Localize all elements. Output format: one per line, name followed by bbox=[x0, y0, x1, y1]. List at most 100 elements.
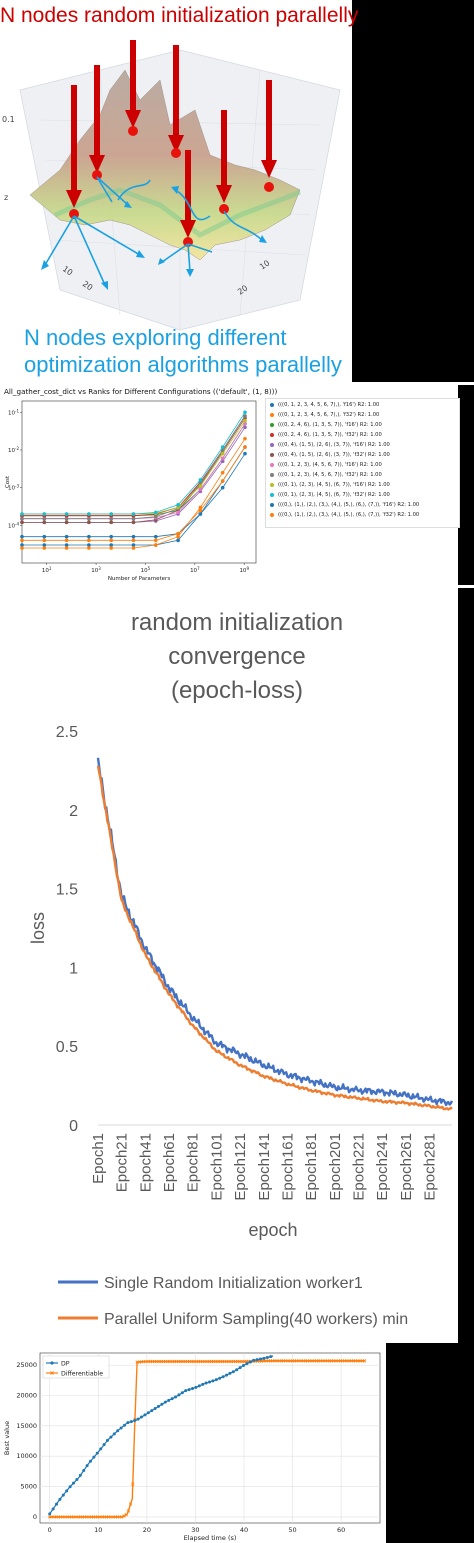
cost-point bbox=[220, 479, 225, 483]
cost-point bbox=[220, 456, 225, 461]
best-dp-point bbox=[191, 1387, 195, 1391]
cost-legend-marker bbox=[270, 422, 274, 427]
cost-legend-label: (((0, 2, 4, 6), (1, 3, 5, 7)), 'f32') R2… bbox=[278, 432, 382, 438]
cost-legend-entry: (((0, 1, 2, 3, 4, 5, 6, 7),), 'f16') R2:… bbox=[270, 402, 379, 408]
cost-point bbox=[176, 531, 180, 536]
best-dp-point bbox=[242, 1363, 246, 1367]
cost-point bbox=[42, 543, 47, 547]
cost-point bbox=[109, 546, 113, 550]
loss-ytick-label: 2.5 bbox=[56, 724, 78, 741]
cost-point bbox=[87, 546, 91, 550]
best-legend-label: Differentiable bbox=[61, 1370, 103, 1377]
cost-legend-label: (((0, 1, 2, 3), (4, 5, 6, 7)), 'f16') R2… bbox=[278, 462, 382, 468]
cost-legend-marker bbox=[270, 412, 274, 417]
best-legend-label: DP bbox=[61, 1360, 70, 1367]
black-bar-top bbox=[352, 0, 474, 382]
best-diff-point bbox=[131, 1482, 135, 1486]
best-dp-point bbox=[211, 1379, 215, 1383]
cost-point bbox=[220, 448, 225, 452]
cost-point bbox=[64, 543, 69, 547]
best-dp-point bbox=[140, 1415, 144, 1419]
best-dp-point bbox=[106, 1438, 110, 1442]
best-dp-point bbox=[163, 1400, 167, 1404]
loss-xtick-label: Epoch221 bbox=[350, 1133, 367, 1201]
black-bar-mid bbox=[458, 385, 474, 585]
cost-point bbox=[131, 543, 136, 547]
best-dp-point bbox=[119, 1426, 123, 1430]
best-ytick-label: 25000 bbox=[16, 1361, 37, 1369]
cost-point bbox=[153, 543, 158, 547]
landscape-subtitle-line1: N nodes exploring different optimization… bbox=[24, 325, 342, 377]
cost-point bbox=[153, 514, 158, 519]
best-xtick-label: 40 bbox=[240, 1526, 248, 1534]
loss-xtick-label: Epoch21 bbox=[114, 1133, 131, 1192]
cost-legend-label: (((0,), (1,), (2,), (3,), (4,), (5,), (6… bbox=[278, 512, 420, 518]
best-xtick-label: 50 bbox=[288, 1526, 296, 1534]
best-xtick-label: 20 bbox=[143, 1526, 151, 1534]
best-xtick-label: 30 bbox=[191, 1526, 199, 1534]
cost-legend-entry: (((0, 1), (2, 3), (4, 5), (6, 7)), 'f16'… bbox=[270, 482, 390, 488]
best-dp-point bbox=[95, 1451, 99, 1455]
best-ytick-label: 10000 bbox=[16, 1452, 37, 1460]
best-dp-point bbox=[265, 1355, 269, 1359]
cost-point bbox=[220, 459, 225, 464]
best-ytick-label: 5000 bbox=[20, 1483, 37, 1491]
best-dp-point bbox=[167, 1398, 171, 1402]
best-dp-point bbox=[208, 1380, 212, 1384]
black-bar-bottom bbox=[386, 1343, 474, 1543]
best-dp-point bbox=[109, 1435, 113, 1439]
cost-point bbox=[64, 520, 69, 525]
best-dp-point bbox=[123, 1423, 127, 1427]
best-diff-point bbox=[122, 1514, 126, 1518]
best-xtick-label: 60 bbox=[337, 1526, 345, 1534]
cost-point bbox=[176, 538, 180, 543]
cost-legend-entry: (((0, 1), (2, 3), (4, 5), (6, 7)), 'f32'… bbox=[270, 492, 390, 498]
loss-xtick-label: Epoch141 bbox=[256, 1133, 273, 1201]
cost-legend-label: (((0, 1), (2, 3), (4, 5), (6, 7)), 'f32'… bbox=[278, 492, 390, 498]
cost-point bbox=[220, 485, 225, 490]
cost-point bbox=[243, 436, 247, 441]
cost-legend-label: (((0, 1, 2, 3), (4, 5, 6, 7)), 'f32') R2… bbox=[278, 472, 382, 478]
cost-point bbox=[176, 505, 180, 510]
best-legend-dot bbox=[50, 1361, 54, 1365]
cost-legend-marker bbox=[270, 492, 274, 497]
loss-xtick-label: Epoch41 bbox=[137, 1133, 154, 1192]
cost-point bbox=[198, 478, 203, 482]
cost-point bbox=[87, 516, 91, 521]
best-dp-point bbox=[143, 1413, 147, 1417]
cost-point bbox=[198, 508, 203, 513]
cost-xtick-label: 109 bbox=[239, 566, 249, 574]
loss-chart-panel: random initialization convergence (epoch… bbox=[0, 588, 474, 1343]
cost-xtick-label: 105 bbox=[141, 566, 151, 574]
loss-chart-svg: 0 0.5 1 1.5 2 2.5 Epoch1 Epoch21 Epoch41 Epoch61 E… bbox=[28, 724, 454, 1328]
cost-chart-svg: 101 103 105 107 109 10-4 10-3 10-2 10-1 Number of… bbox=[5, 400, 257, 582]
loss-legend-label: Parallel Uniform Sampling(40 workers) mi… bbox=[104, 1311, 408, 1328]
cost-xlabel: Number of Parameters bbox=[108, 576, 171, 582]
best-dp-point bbox=[197, 1384, 201, 1388]
cost-legend-marker bbox=[270, 482, 274, 487]
best-dp-point bbox=[112, 1432, 116, 1436]
best-dp-point bbox=[255, 1358, 259, 1362]
best-dp-point bbox=[180, 1391, 184, 1395]
best-diff-point bbox=[128, 1502, 133, 1506]
best-dp-point bbox=[174, 1395, 178, 1399]
loss-xtick-label: Epoch281 bbox=[422, 1133, 439, 1201]
cost-xtick-label: 101 bbox=[42, 566, 52, 574]
cost-point bbox=[109, 516, 113, 521]
cost-legend-entry: (((0, 4), (1, 5), (2, 6), (3, 7)), 'f16'… bbox=[270, 442, 390, 448]
cost-point bbox=[153, 534, 158, 539]
cost-point bbox=[198, 512, 203, 516]
best-dp-point bbox=[170, 1397, 174, 1401]
cost-point bbox=[243, 425, 247, 430]
best-dp-point bbox=[89, 1459, 93, 1463]
best-ytick-label: 15000 bbox=[16, 1422, 37, 1430]
loss-xtick-label: Epoch81 bbox=[185, 1133, 202, 1192]
cost-point bbox=[243, 421, 247, 426]
cost-legend-label: (((0, 4), (1, 5), (2, 6), (3, 7)), 'f32'… bbox=[278, 452, 390, 458]
best-dp-point bbox=[146, 1411, 150, 1415]
cost-point bbox=[20, 512, 24, 516]
best-dp-point bbox=[153, 1407, 157, 1411]
best-dp-point bbox=[68, 1485, 72, 1489]
best-dp-point bbox=[99, 1447, 103, 1451]
cost-point bbox=[220, 470, 225, 475]
